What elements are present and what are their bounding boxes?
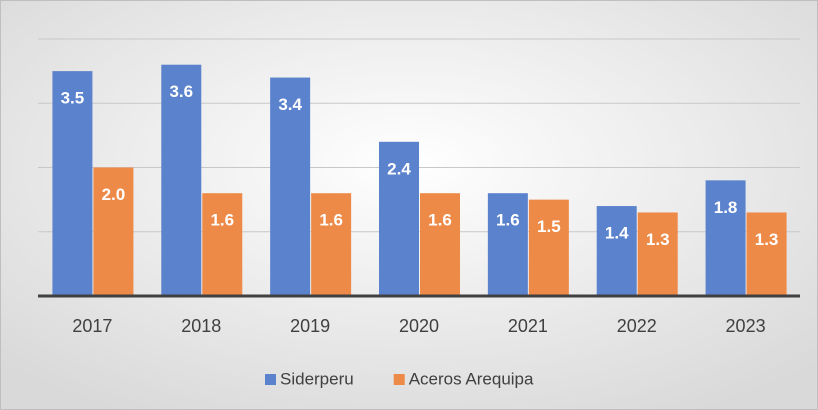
bar [161,64,202,296]
data-label: 1.6 [428,211,452,230]
x-tick-label: 2023 [726,316,766,336]
bar [596,206,637,296]
data-label: 1.6 [496,211,520,230]
bar [746,212,787,296]
x-tick-label: 2017 [72,316,112,336]
bar [379,141,419,296]
bar [528,199,569,296]
x-tick-label: 2018 [181,316,221,336]
data-label: 2.4 [387,159,411,178]
x-tick-label: 2022 [617,316,657,336]
x-tick-label: 2021 [508,316,548,336]
legend-swatch [265,374,276,385]
data-label: 3.6 [169,82,193,101]
bar [487,193,528,296]
bar [270,77,311,296]
data-label: 1.6 [319,211,343,230]
data-label: 1.3 [755,230,779,249]
data-label: 1.4 [605,224,629,243]
bar [705,180,746,296]
legend-swatch [393,374,405,385]
legend-label: Aceros Arequipa [409,369,534,388]
data-label: 3.5 [61,89,85,108]
data-label: 1.5 [537,217,561,236]
data-label: 1.3 [646,230,670,249]
data-label: 1.8 [714,198,738,217]
bar [420,193,460,296]
data-label: 1.6 [210,211,234,230]
bar [202,193,243,296]
bar [637,212,678,296]
bar [52,71,93,296]
bar [93,167,134,296]
legend-label: Siderperu [280,369,354,388]
x-tick-label: 2020 [399,316,439,336]
data-label: 2.0 [102,185,126,204]
x-tick-label: 2019 [290,316,330,336]
bar [311,193,352,296]
data-label: 3.4 [278,95,302,114]
